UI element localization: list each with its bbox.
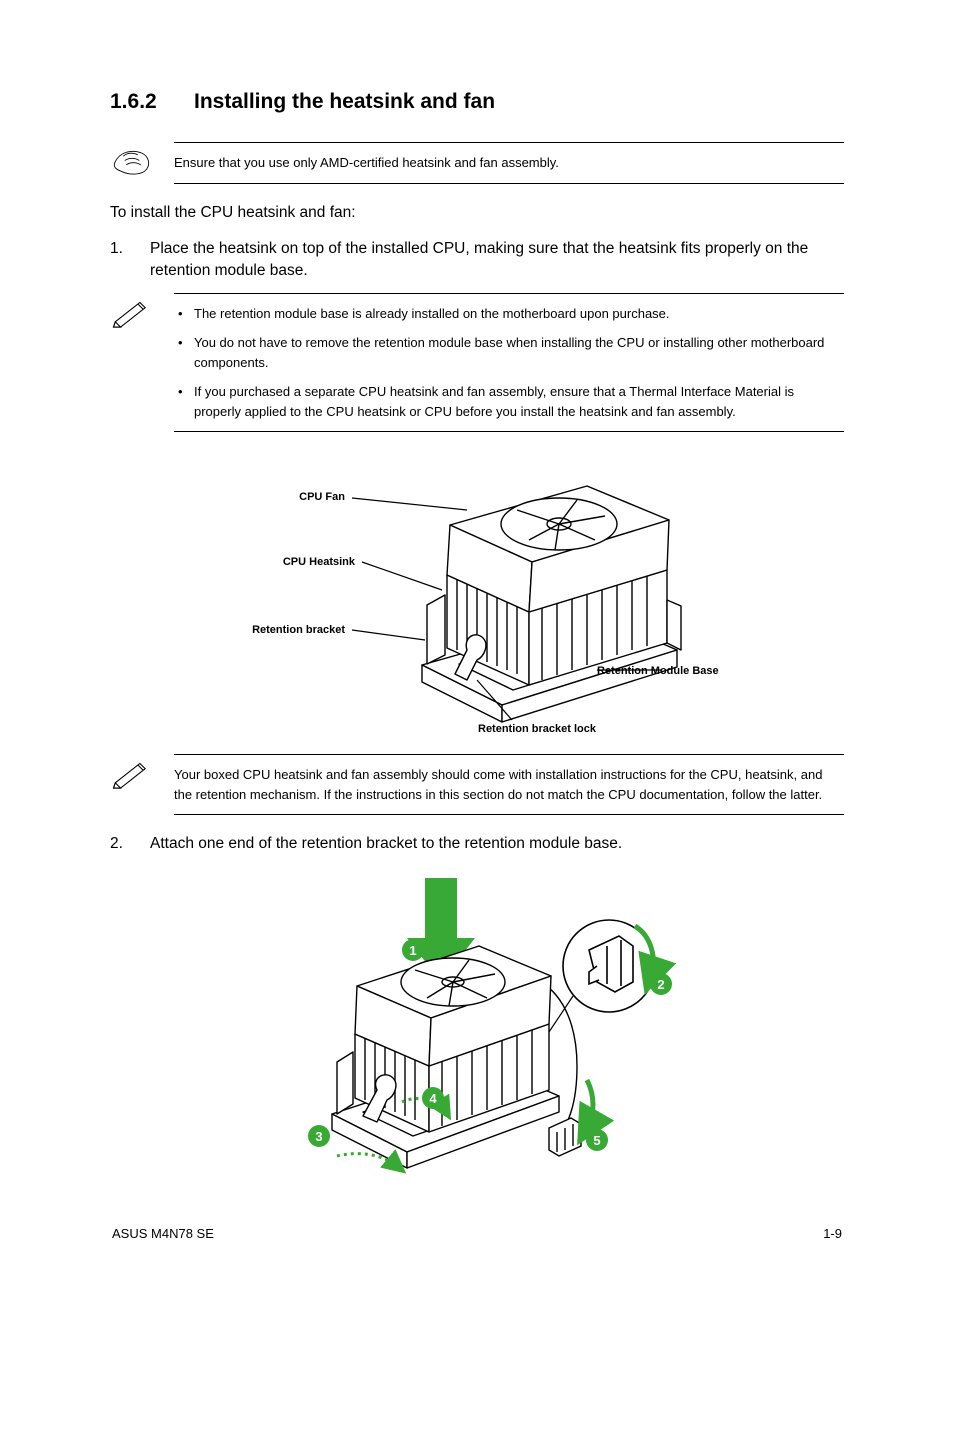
note-bullet: You do not have to remove the retention … — [194, 333, 844, 372]
note-hand-content: Ensure that you use only AMD-certified h… — [174, 142, 844, 184]
note-pencil-block-1: The retention module base is already ins… — [110, 293, 844, 433]
note-hand-text: Ensure that you use only AMD-certified h… — [174, 155, 559, 170]
note-pencil-content-2: Your boxed CPU heatsink and fan assembly… — [174, 754, 844, 815]
svg-text:1: 1 — [409, 943, 416, 958]
pencil-icon — [110, 293, 174, 334]
install-diagram: 1 2 3 4 5 — [110, 866, 844, 1196]
page-footer: ASUS M4N78 SE 1-9 — [110, 1226, 844, 1241]
note-hand-block: Ensure that you use only AMD-certified h… — [110, 142, 844, 184]
svg-text:3: 3 — [315, 1129, 322, 1144]
note-boxed-text: Your boxed CPU heatsink and fan assembly… — [174, 767, 822, 802]
pencil-icon — [110, 754, 174, 795]
footer-right: 1-9 — [823, 1226, 842, 1241]
svg-text:Retention Module Base: Retention Module Base — [597, 665, 719, 677]
svg-text:CPU Fan: CPU Fan — [299, 491, 345, 503]
svg-text:4: 4 — [429, 1091, 437, 1106]
svg-text:CPU Heatsink: CPU Heatsink — [283, 556, 356, 568]
hand-icon — [110, 142, 174, 183]
svg-text:5: 5 — [593, 1133, 600, 1148]
step-2-text: Attach one end of the retention bracket … — [150, 833, 844, 855]
heatsink-diagram: CPU Fan CPU Heatsink Retention bracket R… — [110, 450, 844, 740]
step-1-text: Place the heatsink on top of the install… — [150, 238, 844, 283]
footer-left: ASUS M4N78 SE — [112, 1226, 214, 1241]
section-heading: 1.6.2 Installing the heatsink and fan — [110, 90, 844, 114]
note-pencil-block-2: Your boxed CPU heatsink and fan assembly… — [110, 754, 844, 815]
section-number: 1.6.2 — [110, 90, 194, 114]
note-bullet: If you purchased a separate CPU heatsink… — [194, 382, 844, 421]
step-2-number: 2. — [110, 833, 150, 855]
note-pencil-content-1: The retention module base is already ins… — [174, 293, 844, 433]
step-1: 1. Place the heatsink on top of the inst… — [110, 238, 844, 283]
step-2: 2. Attach one end of the retention brack… — [110, 833, 844, 855]
step-1-number: 1. — [110, 238, 150, 283]
svg-text:2: 2 — [657, 977, 664, 992]
section-title: Installing the heatsink and fan — [194, 90, 495, 114]
svg-text:Retention bracket lock: Retention bracket lock — [478, 723, 597, 735]
note-bullet: The retention module base is already ins… — [194, 304, 844, 324]
svg-text:Retention bracket: Retention bracket — [252, 624, 345, 636]
intro-text: To install the CPU heatsink and fan: — [110, 202, 844, 224]
